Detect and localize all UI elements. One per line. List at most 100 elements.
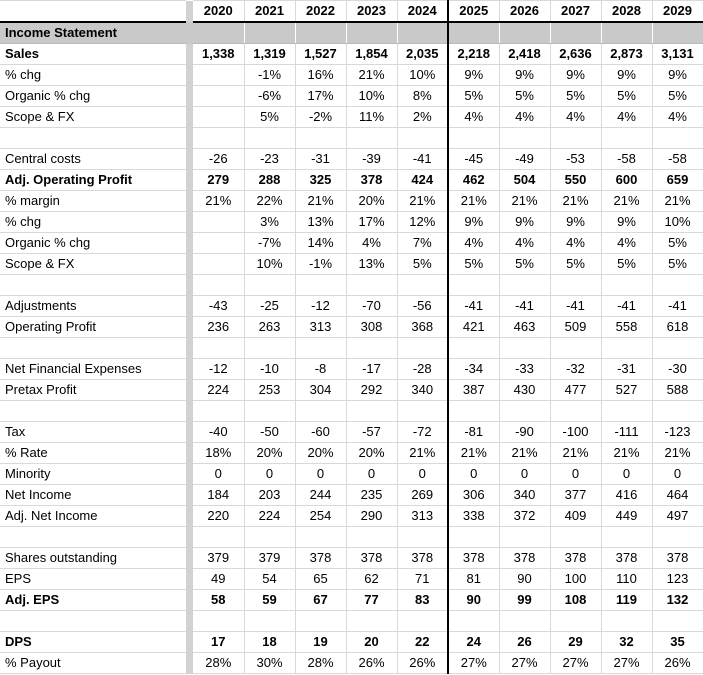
cell-income-statement-2021[interactable]: [244, 22, 296, 44]
cell-net-income-2029[interactable]: 464: [652, 484, 703, 506]
cell-net-income-2025[interactable]: 306: [447, 484, 500, 506]
cell-blank-15-2022[interactable]: [295, 337, 347, 359]
row-label-net-income[interactable]: Net Income: [0, 484, 186, 506]
cell-scope-fx-2021[interactable]: 5%: [244, 106, 296, 128]
cell-rate-2027[interactable]: 21%: [550, 442, 602, 464]
cell-minority-2024[interactable]: 0: [397, 463, 449, 485]
row-label-rate[interactable]: % Rate: [0, 442, 186, 464]
cell-blank-12-2025[interactable]: [447, 274, 500, 296]
row-label-adj-eps[interactable]: Adj. EPS: [0, 589, 186, 611]
cell-scope-fx-2024[interactable]: 2%: [397, 106, 449, 128]
cell-blank-18-2024[interactable]: [397, 400, 449, 422]
cell-rate-2029[interactable]: 21%: [652, 442, 703, 464]
cell-blank-18-2026[interactable]: [499, 400, 551, 422]
cell-organic-chg-2025[interactable]: 4%: [447, 232, 500, 254]
column-header-2022[interactable]: 2022: [295, 0, 347, 23]
cell-scope-fx-2026[interactable]: 4%: [499, 106, 551, 128]
cell-organic-chg-2028[interactable]: 4%: [601, 232, 653, 254]
cell-central-costs-2023[interactable]: -39: [346, 148, 398, 170]
cell-organic-chg-2028[interactable]: 5%: [601, 85, 653, 107]
cell-central-costs-2028[interactable]: -58: [601, 148, 653, 170]
cell-adj-net-income-2021[interactable]: 224: [244, 505, 296, 527]
cell-blank-5-2021[interactable]: [244, 127, 296, 149]
cell-tax-2028[interactable]: -111: [601, 421, 653, 443]
cell-eps-2029[interactable]: 123: [652, 568, 703, 590]
row-label-organic-chg[interactable]: Organic % chg: [0, 232, 186, 254]
cell-operating-profit-2028[interactable]: 558: [601, 316, 653, 338]
cell-dps-2023[interactable]: 20: [346, 631, 398, 653]
column-header-2025[interactable]: 2025: [447, 0, 500, 23]
cell-adj-net-income-2026[interactable]: 372: [499, 505, 551, 527]
column-header-2024[interactable]: 2024: [397, 0, 449, 23]
row-label-blank-18[interactable]: [0, 400, 186, 422]
cell-minority-2020[interactable]: 0: [193, 463, 245, 485]
cell-income-statement-2025[interactable]: [447, 22, 500, 44]
cell-rate-2020[interactable]: 18%: [193, 442, 245, 464]
cell-pretax-profit-2024[interactable]: 340: [397, 379, 449, 401]
cell-blank-24-2025[interactable]: [447, 526, 500, 548]
cell-operating-profit-2027[interactable]: 509: [550, 316, 602, 338]
cell-tax-2026[interactable]: -90: [499, 421, 551, 443]
cell-margin-2021[interactable]: 22%: [244, 190, 296, 212]
row-label-minority[interactable]: Minority: [0, 463, 186, 485]
cell-chg-2029[interactable]: 9%: [652, 64, 703, 86]
cell-adj-operating-profit-2021[interactable]: 288: [244, 169, 296, 191]
cell-chg-2028[interactable]: 9%: [601, 211, 653, 233]
row-label-adjustments[interactable]: Adjustments: [0, 295, 186, 317]
cell-blank-12-2026[interactable]: [499, 274, 551, 296]
cell-adj-eps-2025[interactable]: 90: [447, 589, 500, 611]
cell-pretax-profit-2028[interactable]: 527: [601, 379, 653, 401]
cell-dps-2021[interactable]: 18: [244, 631, 296, 653]
cell-adj-eps-2026[interactable]: 99: [499, 589, 551, 611]
cell-operating-profit-2020[interactable]: 236: [193, 316, 245, 338]
cell-income-statement-2023[interactable]: [346, 22, 398, 44]
cell-blank-15-2028[interactable]: [601, 337, 653, 359]
cell-net-financial-expenses-2025[interactable]: -34: [447, 358, 500, 380]
cell-eps-2024[interactable]: 71: [397, 568, 449, 590]
cell-payout-2023[interactable]: 26%: [346, 652, 398, 674]
cell-minority-2028[interactable]: 0: [601, 463, 653, 485]
cell-net-income-2028[interactable]: 416: [601, 484, 653, 506]
cell-minority-2021[interactable]: 0: [244, 463, 296, 485]
cell-organic-chg-2026[interactable]: 5%: [499, 85, 551, 107]
cell-pretax-profit-2021[interactable]: 253: [244, 379, 296, 401]
cell-adjustments-2025[interactable]: -41: [447, 295, 500, 317]
cell-scope-fx-2025[interactable]: 4%: [447, 106, 500, 128]
cell-pretax-profit-2026[interactable]: 430: [499, 379, 551, 401]
cell-blank-28-2026[interactable]: [499, 610, 551, 632]
cell-blank-28-2028[interactable]: [601, 610, 653, 632]
column-header-2026[interactable]: 2026: [499, 0, 551, 23]
cell-adj-operating-profit-2025[interactable]: 462: [447, 169, 500, 191]
cell-blank-12-2027[interactable]: [550, 274, 602, 296]
cell-organic-chg-2027[interactable]: 4%: [550, 232, 602, 254]
cell-net-financial-expenses-2027[interactable]: -32: [550, 358, 602, 380]
cell-sales-2021[interactable]: 1,319: [244, 43, 296, 65]
cell-adjustments-2024[interactable]: -56: [397, 295, 449, 317]
cell-tax-2025[interactable]: -81: [447, 421, 500, 443]
cell-income-statement-2026[interactable]: [499, 22, 551, 44]
cell-scope-fx-2029[interactable]: 4%: [652, 106, 703, 128]
cell-adj-eps-2029[interactable]: 132: [652, 589, 703, 611]
cell-blank-5-2027[interactable]: [550, 127, 602, 149]
cell-net-income-2026[interactable]: 340: [499, 484, 551, 506]
cell-scope-fx-2025[interactable]: 5%: [447, 253, 500, 275]
cell-organic-chg-2029[interactable]: 5%: [652, 232, 703, 254]
cell-net-financial-expenses-2020[interactable]: -12: [193, 358, 245, 380]
cell-shares-outstanding-2028[interactable]: 378: [601, 547, 653, 569]
cell-shares-outstanding-2021[interactable]: 379: [244, 547, 296, 569]
cell-blank-12-2022[interactable]: [295, 274, 347, 296]
cell-minority-2023[interactable]: 0: [346, 463, 398, 485]
cell-margin-2029[interactable]: 21%: [652, 190, 703, 212]
cell-eps-2027[interactable]: 100: [550, 568, 602, 590]
row-label-tax[interactable]: Tax: [0, 421, 186, 443]
cell-net-income-2027[interactable]: 377: [550, 484, 602, 506]
cell-pretax-profit-2020[interactable]: 224: [193, 379, 245, 401]
cell-blank-18-2020[interactable]: [193, 400, 245, 422]
cell-income-statement-2029[interactable]: [652, 22, 703, 44]
cell-adj-operating-profit-2024[interactable]: 424: [397, 169, 449, 191]
cell-pretax-profit-2027[interactable]: 477: [550, 379, 602, 401]
cell-adj-eps-2022[interactable]: 67: [295, 589, 347, 611]
cell-blank-24-2022[interactable]: [295, 526, 347, 548]
cell-tax-2020[interactable]: -40: [193, 421, 245, 443]
cell-eps-2021[interactable]: 54: [244, 568, 296, 590]
